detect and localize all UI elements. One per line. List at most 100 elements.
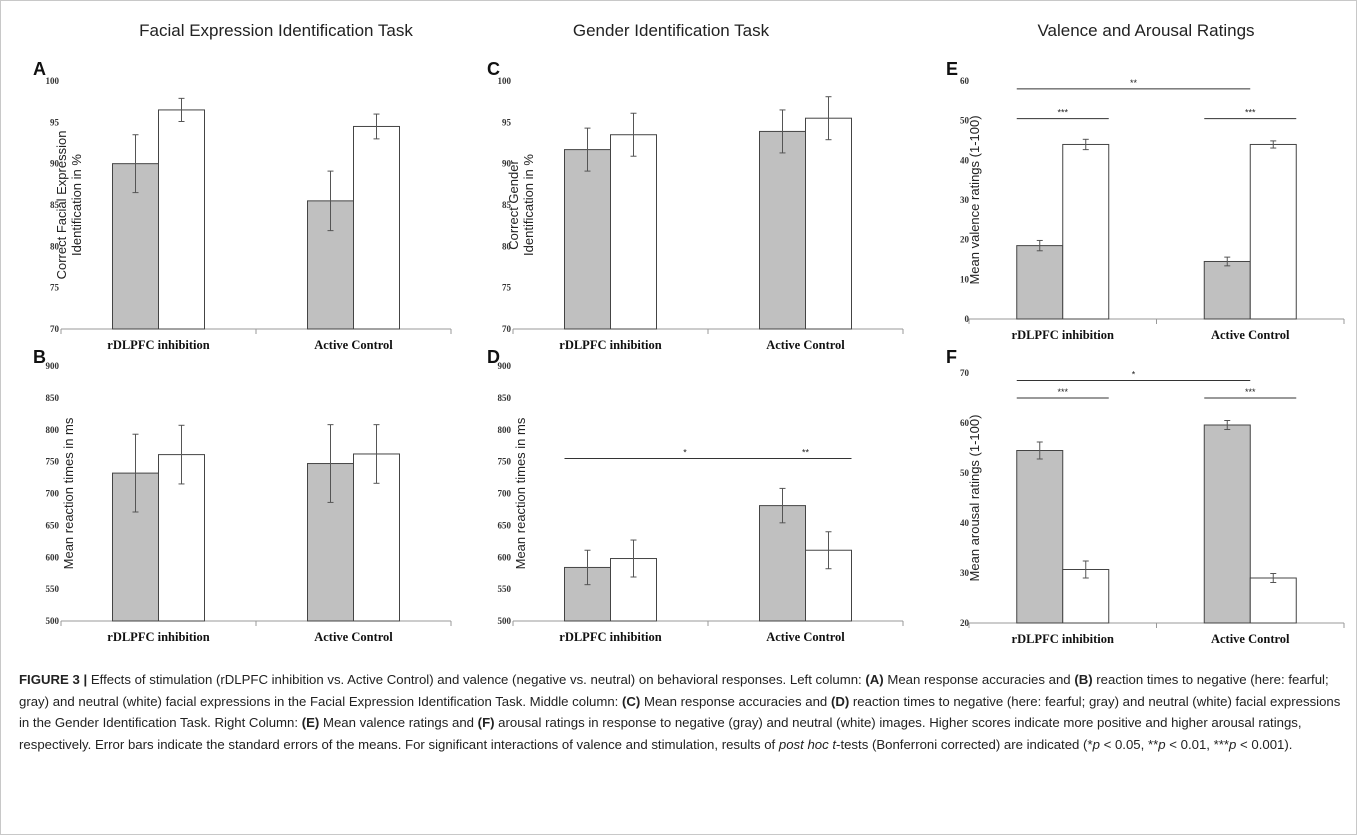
y-tick-label-f: 40	[960, 518, 970, 528]
y-tick-label-e: 10	[960, 274, 970, 284]
chart-panel-b: 500 550 600 650 700 750 800 850 900 rDLPFC inhibi…	[46, 361, 452, 644]
y-tick-label-e: 60	[960, 76, 970, 86]
bar-e-neutral	[1062, 143, 1110, 320]
y-tick-label-d: 800	[498, 425, 512, 435]
bar-e-neutral	[1249, 143, 1297, 320]
y-tick-label-f: 50	[960, 468, 970, 478]
chart-panel-d: 500 550 600 650 700 750 800 850 900 rDLPFC inhibi…	[498, 361, 904, 644]
chart-panel-a: 70 75 80 85 90 95 100 rDLPFC inhibition Active C…	[46, 76, 452, 352]
bar-a-neutral	[353, 125, 400, 330]
significance-label-e: ***	[1057, 108, 1068, 118]
y-axis-label-a: Correct Facial ExpressionIdentification …	[54, 131, 84, 280]
y-tick-label-b: 550	[46, 584, 60, 594]
category-label-d: rDLPFC inhibition	[559, 630, 661, 644]
caption-p-1: p	[1092, 736, 1100, 752]
y-tick-label-a: 75	[50, 283, 60, 293]
caption-text-9: < 0.05, **	[1099, 736, 1159, 752]
category-label-a: rDLPFC inhibition	[107, 338, 209, 352]
y-axis-label-b: Mean reaction times in ms	[61, 417, 76, 569]
caption-ref-b: (B)	[1074, 672, 1093, 687]
y-axis-label-line-f: Mean arousal ratings (1-100)	[967, 415, 982, 582]
y-axis-label-e: Mean valence ratings (1-100)	[967, 115, 982, 284]
caption-text-5: reaction times to negative (here: fearfu…	[19, 693, 1341, 731]
y-tick-label-f: 60	[960, 418, 970, 428]
bar-f-negative	[1016, 450, 1064, 624]
category-label-b: rDLPFC inhibition	[107, 630, 209, 644]
y-tick-label-c: 70	[502, 324, 512, 334]
category-label-c: rDLPFC inhibition	[559, 338, 661, 352]
caption-figure-label: FIGURE 3 |	[19, 672, 88, 687]
y-tick-label-b: 800	[46, 425, 60, 435]
chart-panel-c: 70 75 80 85 90 95 100 rDLPFC inhibition Active C…	[498, 76, 904, 352]
y-tick-label-c: 100	[498, 76, 512, 86]
bar-a-neutral	[158, 109, 205, 330]
y-tick-label-e: 50	[960, 116, 970, 126]
y-tick-label-a: 85	[50, 200, 60, 210]
category-label-e: Active Control	[1211, 328, 1290, 342]
bar-a-negative	[112, 163, 159, 330]
y-tick-label-f: 30	[960, 568, 970, 578]
y-axis-label-c: Correct GenderIdentification in %	[506, 154, 536, 256]
y-tick-label-f: 70	[960, 368, 970, 378]
category-label-c: Active Control	[766, 338, 845, 352]
y-tick-label-c: 90	[502, 159, 512, 169]
y-tick-label-c: 95	[502, 117, 512, 127]
y-tick-label-b: 500	[46, 616, 60, 626]
panel-letter-d: D	[487, 347, 500, 367]
chart-panel-e: 0 10 20 30 40 50 60 rDLPFC inhibition Active Con…	[960, 76, 1345, 342]
caption-text-6: Mean valence ratings and	[319, 715, 478, 730]
y-axis-label-line-c: Identification in %	[521, 154, 536, 256]
caption-posthoc: post hoc t	[778, 736, 837, 752]
caption-ref-c: (C)	[622, 693, 641, 709]
significance-label-f: *	[1132, 370, 1136, 380]
y-axis-label-f: Mean arousal ratings (1-100)	[967, 415, 982, 582]
y-tick-label-b: 600	[46, 552, 60, 562]
y-tick-label-b: 650	[46, 520, 60, 530]
bar-e-negative	[1203, 260, 1251, 320]
y-tick-label-a: 95	[50, 117, 60, 127]
category-label-a: Active Control	[314, 338, 393, 352]
column-title-valence-arousal: Valence and Arousal Ratings	[1037, 21, 1255, 40]
y-tick-label-e: 0	[965, 314, 970, 324]
column-title-gender: Gender Identification Task	[572, 21, 770, 40]
y-tick-label-d: 600	[498, 552, 512, 562]
bar-f-negative	[1203, 424, 1251, 624]
panel-letter-f: F	[946, 347, 957, 367]
bar-c-neutral	[805, 117, 852, 330]
caption-p-2: p	[1158, 736, 1166, 752]
bar-c-negative	[564, 149, 611, 330]
bar-c-negative	[759, 130, 806, 330]
y-tick-label-d: 900	[498, 361, 512, 371]
category-label-d: Active Control	[766, 630, 845, 644]
bar-f-neutral	[1249, 577, 1297, 624]
significance-label-f: ***	[1057, 387, 1068, 397]
caption-text-11: < 0.001).	[1236, 736, 1293, 752]
y-tick-label-a: 80	[50, 241, 60, 251]
significance-label-e: **	[1130, 78, 1138, 88]
y-tick-label-c: 75	[502, 283, 512, 293]
y-tick-label-b: 900	[46, 361, 60, 371]
caption-ref-a: (A)	[865, 672, 884, 687]
category-label-b: Active Control	[314, 630, 393, 644]
y-axis-label-line-d: Mean reaction times in ms	[513, 417, 528, 569]
y-tick-label-d: 500	[498, 616, 512, 626]
caption-text-10: < 0.01, ***	[1165, 736, 1229, 752]
y-tick-label-e: 20	[960, 235, 970, 245]
y-tick-label-e: 30	[960, 195, 970, 205]
significance-label-f: ***	[1245, 387, 1256, 397]
panel-letter-c: C	[487, 59, 500, 79]
y-axis-label-line-a: Correct Facial Expression	[54, 131, 69, 280]
category-label-f: rDLPFC inhibition	[1012, 632, 1114, 646]
figure-caption: FIGURE 3 | Effects of stimulation (rDLPF…	[19, 669, 1341, 755]
caption-text-3: reaction times to negative (here: fearfu…	[19, 672, 1329, 709]
y-axis-label-line-a: Identification in %	[69, 154, 84, 256]
panel-letter-a: A	[33, 59, 46, 79]
y-tick-label-f: 20	[960, 618, 970, 628]
caption-text-1: Effects of stimulation (rDLPFC inhibitio…	[87, 672, 866, 687]
y-tick-label-d: 650	[498, 520, 512, 530]
y-tick-label-b: 700	[46, 489, 60, 499]
y-axis-label-line-e: Mean valence ratings (1-100)	[967, 115, 982, 284]
bar-c-neutral	[610, 134, 657, 330]
